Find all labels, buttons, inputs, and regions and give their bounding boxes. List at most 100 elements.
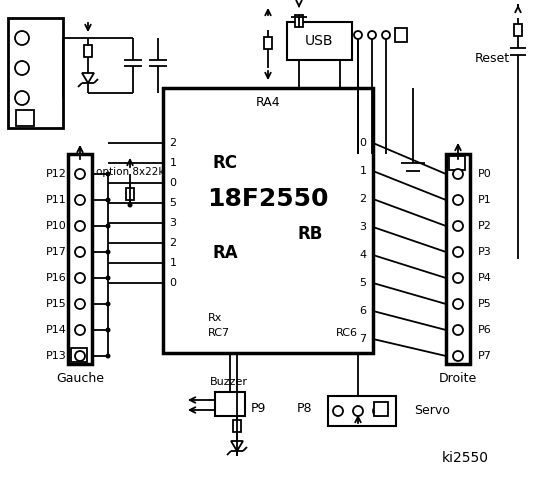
Text: RC6: RC6: [336, 328, 358, 338]
Circle shape: [453, 247, 463, 257]
Text: RC: RC: [213, 154, 238, 172]
Text: USB: USB: [305, 34, 334, 48]
Text: Rx: Rx: [208, 313, 222, 323]
Bar: [287, 22, 352, 60]
Circle shape: [75, 351, 85, 361]
Text: 1: 1: [170, 158, 176, 168]
Text: P8: P8: [298, 401, 313, 415]
Bar: [233, 420, 241, 432]
Text: 1: 1: [359, 166, 367, 176]
Text: P16: P16: [46, 273, 66, 283]
Text: P10: P10: [46, 221, 66, 231]
Text: P17: P17: [45, 247, 66, 257]
Bar: [84, 45, 92, 57]
Bar: [16, 110, 34, 126]
Text: 4: 4: [359, 250, 367, 260]
Text: P4: P4: [478, 273, 492, 283]
Text: P6: P6: [478, 325, 492, 335]
Circle shape: [75, 299, 85, 309]
Bar: [514, 24, 522, 36]
Circle shape: [106, 171, 111, 177]
Text: Droite: Droite: [439, 372, 477, 384]
Text: P1: P1: [478, 195, 492, 205]
Text: RB: RB: [298, 225, 323, 243]
Circle shape: [106, 301, 111, 307]
Bar: [264, 36, 272, 48]
Circle shape: [396, 31, 404, 39]
Circle shape: [75, 247, 85, 257]
Text: P12: P12: [45, 169, 66, 179]
Circle shape: [15, 31, 29, 45]
Circle shape: [15, 61, 29, 75]
Bar: [68, 154, 92, 364]
Text: ki2550: ki2550: [441, 451, 488, 465]
Text: P11: P11: [46, 195, 66, 205]
Circle shape: [75, 169, 85, 179]
Text: P0: P0: [478, 169, 492, 179]
Text: 3: 3: [170, 218, 176, 228]
Circle shape: [75, 195, 85, 205]
Circle shape: [373, 406, 383, 416]
Text: Gauche: Gauche: [56, 372, 104, 384]
Text: 2: 2: [169, 238, 176, 248]
Bar: [446, 154, 470, 364]
Circle shape: [75, 221, 85, 231]
Circle shape: [354, 31, 362, 39]
Bar: [295, 15, 303, 27]
Text: P7: P7: [478, 351, 492, 361]
Text: 5: 5: [170, 198, 176, 208]
Text: 2: 2: [169, 138, 176, 148]
Text: 3: 3: [359, 222, 367, 232]
Circle shape: [106, 224, 111, 228]
Circle shape: [453, 195, 463, 205]
Circle shape: [75, 325, 85, 335]
Circle shape: [106, 327, 111, 333]
Circle shape: [453, 325, 463, 335]
Text: 7: 7: [359, 334, 367, 344]
Text: 18F2550: 18F2550: [207, 187, 328, 211]
Circle shape: [106, 250, 111, 254]
Text: Buzzer: Buzzer: [210, 377, 248, 387]
Text: P14: P14: [45, 325, 66, 335]
Bar: [163, 88, 373, 353]
Circle shape: [106, 276, 111, 280]
Circle shape: [453, 273, 463, 283]
Circle shape: [453, 351, 463, 361]
Text: P2: P2: [478, 221, 492, 231]
Bar: [374, 402, 388, 416]
Circle shape: [333, 406, 343, 416]
Bar: [395, 28, 407, 42]
Text: Reset: Reset: [475, 51, 510, 64]
Text: P5: P5: [478, 299, 492, 309]
Circle shape: [453, 299, 463, 309]
Bar: [8, 18, 63, 128]
Bar: [449, 156, 465, 170]
Circle shape: [106, 353, 111, 359]
Text: 0: 0: [170, 178, 176, 188]
Circle shape: [15, 91, 29, 105]
Circle shape: [453, 221, 463, 231]
Bar: [71, 348, 87, 362]
Bar: [328, 396, 396, 426]
Circle shape: [353, 406, 363, 416]
Circle shape: [453, 169, 463, 179]
Text: Servo: Servo: [414, 405, 450, 418]
Text: 0: 0: [170, 278, 176, 288]
Text: 5: 5: [359, 278, 367, 288]
Text: P15: P15: [46, 299, 66, 309]
Text: 6: 6: [359, 306, 367, 316]
Text: P3: P3: [478, 247, 492, 257]
Text: option 8x22k: option 8x22k: [96, 167, 164, 177]
Bar: [215, 392, 245, 416]
Text: RA: RA: [213, 244, 239, 262]
Text: RC7: RC7: [208, 328, 230, 338]
Text: P13: P13: [46, 351, 66, 361]
Circle shape: [128, 203, 133, 207]
Circle shape: [106, 197, 111, 203]
Text: P9: P9: [251, 401, 265, 415]
Circle shape: [368, 31, 376, 39]
Bar: [126, 188, 134, 200]
Text: 1: 1: [170, 258, 176, 268]
Circle shape: [75, 273, 85, 283]
Text: 0: 0: [359, 138, 367, 148]
